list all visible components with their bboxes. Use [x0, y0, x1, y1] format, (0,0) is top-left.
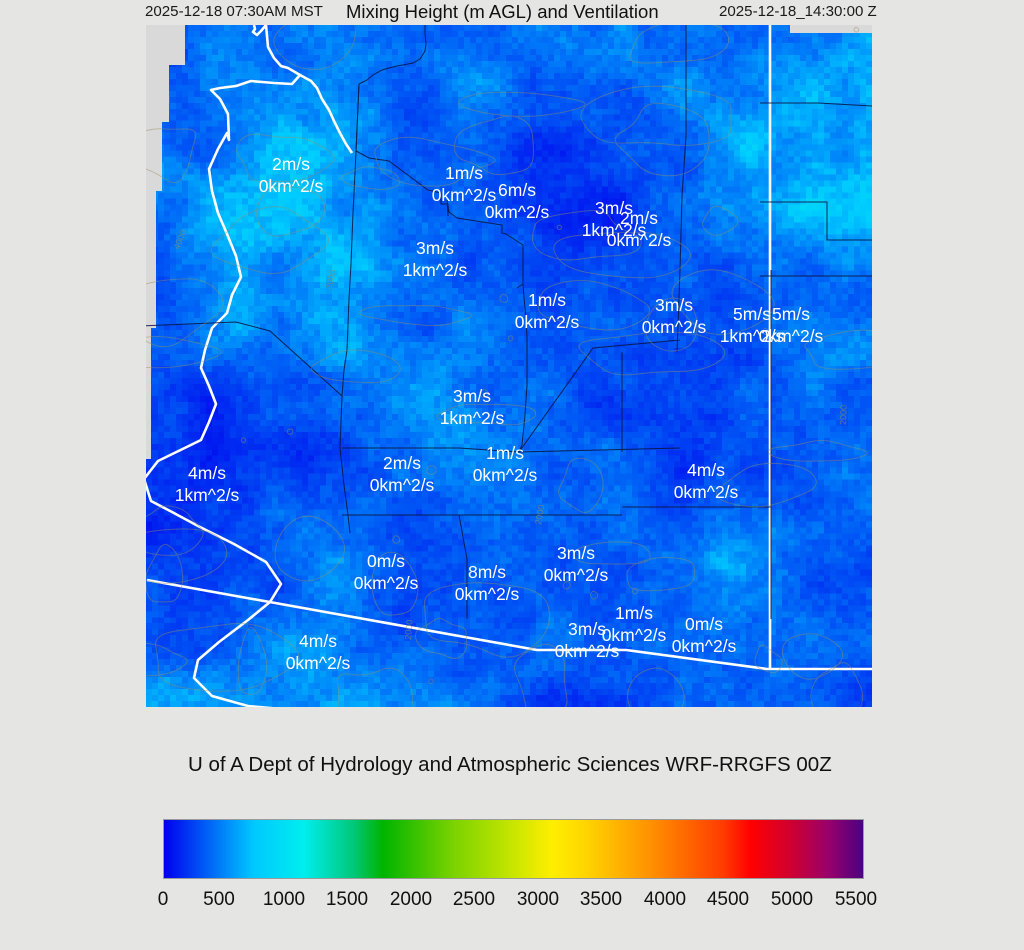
- svg-text:500: 500: [203, 889, 235, 910]
- svg-text:1500: 1500: [326, 889, 368, 910]
- svg-text:3500: 3500: [580, 889, 622, 910]
- svg-text:2000: 2000: [390, 889, 432, 910]
- svg-text:2500: 2500: [453, 889, 495, 910]
- svg-text:5500: 5500: [835, 889, 877, 910]
- svg-text:3000: 3000: [517, 889, 559, 910]
- svg-text:1000: 1000: [263, 889, 305, 910]
- svg-text:0: 0: [158, 889, 169, 910]
- svg-text:4000: 4000: [644, 889, 686, 910]
- svg-text:4500: 4500: [707, 889, 749, 910]
- svg-text:5000: 5000: [771, 889, 813, 910]
